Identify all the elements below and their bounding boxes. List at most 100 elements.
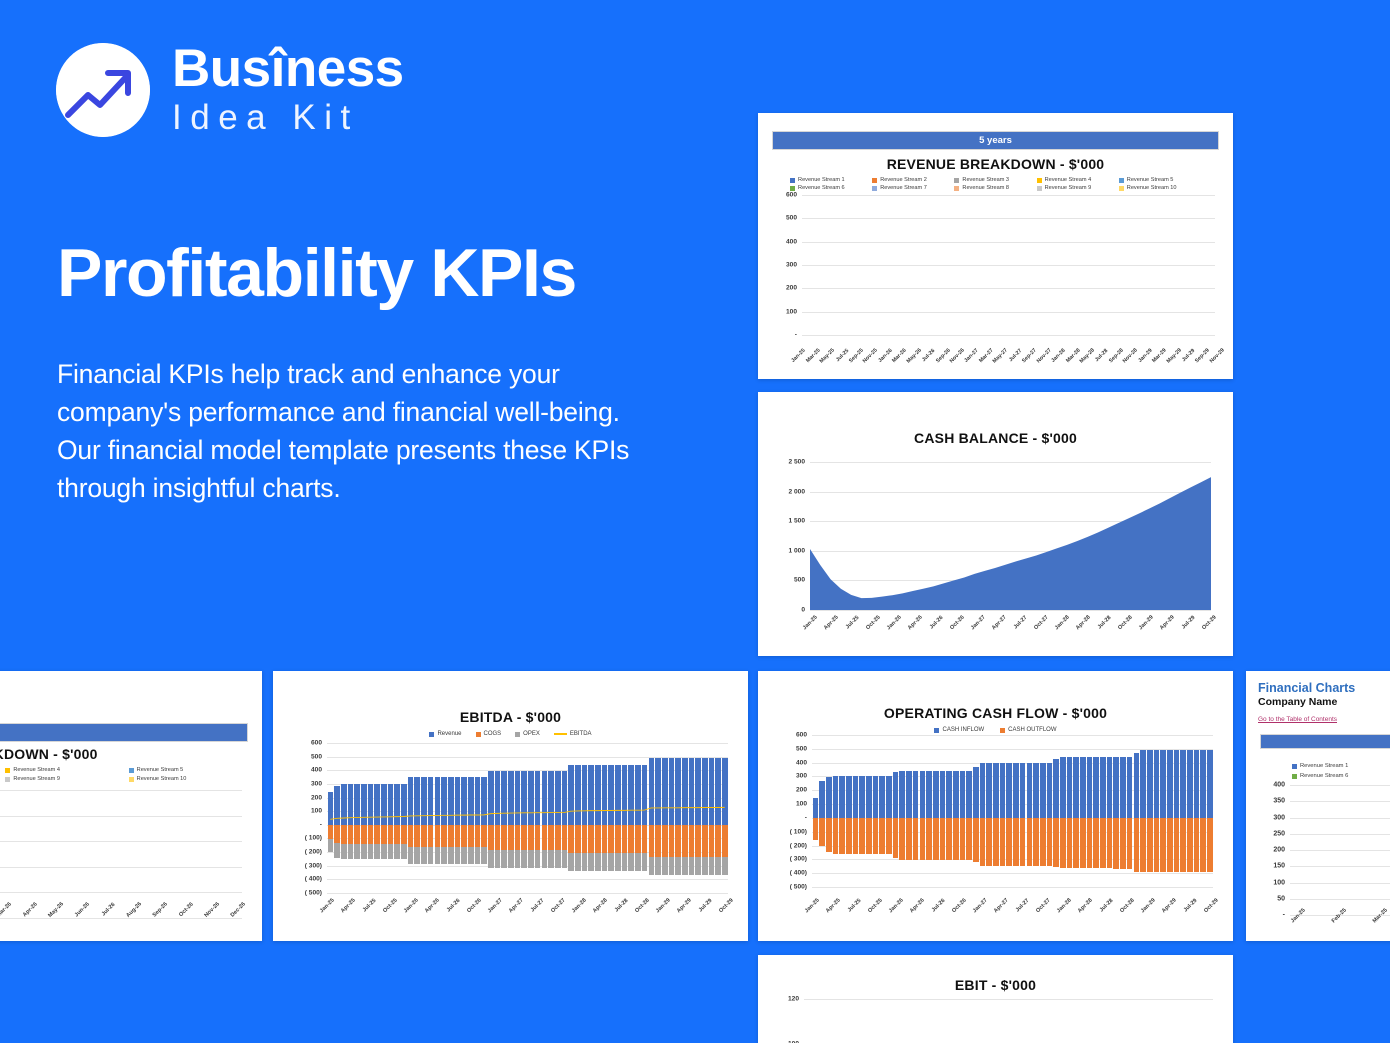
bar-segment	[926, 817, 932, 861]
bar-segment	[1039, 763, 1046, 818]
diverging-bar	[1166, 735, 1173, 887]
bar-segment	[521, 770, 528, 825]
bar-segment	[474, 847, 481, 864]
gridline	[812, 831, 1213, 833]
diverging-bar	[347, 743, 354, 893]
y-axis-label: 150	[1273, 862, 1285, 870]
diverging-bar	[812, 735, 819, 887]
gridline	[810, 491, 1211, 493]
bar-segment	[615, 824, 621, 854]
bar-segment	[561, 770, 568, 825]
bar-segment	[441, 824, 447, 848]
diverging-bar	[1059, 735, 1066, 887]
bar-segment	[615, 853, 621, 872]
bar-segment	[621, 853, 628, 872]
legend-swatch	[429, 731, 435, 737]
gridline	[1290, 882, 1390, 884]
gridline	[1290, 785, 1390, 786]
y-axis-label: -	[804, 814, 807, 822]
gridline	[0, 815, 242, 817]
y-axis-label: 200	[785, 284, 797, 292]
chart-title-revenue-breakdown-24m: REVENUE BREAKDOWN - $'000	[0, 746, 98, 762]
bar-segment	[986, 763, 993, 818]
legend-ebitda: Revenue COGS OPEX EBITDA	[283, 731, 738, 737]
bar-segment	[327, 839, 334, 853]
bar-segment	[521, 824, 528, 851]
bar-segment	[1006, 763, 1013, 818]
y-axis-label: ( 400)	[789, 869, 807, 877]
bar-segment	[832, 776, 839, 818]
bar-segment	[548, 850, 554, 868]
diverging-bar	[1160, 735, 1166, 887]
diverging-bar	[825, 735, 832, 887]
y-axis-label: ( 500)	[789, 883, 807, 891]
gridline	[327, 783, 728, 785]
diverging-bar	[839, 735, 845, 887]
bar-segment	[340, 824, 347, 844]
bar-segment	[635, 853, 641, 872]
bar-segment	[681, 757, 688, 825]
bar-segment	[588, 824, 594, 854]
legend-swatch	[515, 731, 521, 737]
bar-segment	[581, 824, 588, 854]
legend-swatch	[790, 177, 796, 183]
bar-segment	[434, 777, 441, 825]
bar-segment	[1039, 817, 1046, 866]
diverging-bar	[621, 743, 628, 893]
bar-group	[804, 999, 1213, 1043]
bar-group	[1290, 785, 1390, 915]
card-ebit: EBIT - $'000 12010080	[758, 955, 1233, 1043]
bar-segment	[1187, 749, 1193, 818]
bar-segment	[601, 764, 608, 825]
bar-segment	[919, 770, 926, 818]
diverging-bar	[481, 743, 487, 893]
gridline	[812, 887, 1213, 888]
diverging-bar	[1146, 735, 1153, 887]
bar-segment	[574, 853, 581, 872]
diverging-bar	[1120, 735, 1126, 887]
y-axis-label: 350	[1273, 797, 1285, 805]
diverging-bar	[1033, 735, 1039, 887]
diverging-bar	[1046, 735, 1053, 887]
plot-revenue-breakdown-24m	[0, 790, 242, 919]
y-axis-label: 1 500	[788, 517, 805, 525]
legend-swatch	[1036, 177, 1042, 183]
legend-label: Revenue Stream 6	[798, 185, 845, 191]
bar-segment	[568, 824, 574, 854]
diverging-bar	[521, 743, 528, 893]
diverging-bar	[979, 735, 986, 887]
bar-segment	[461, 777, 467, 825]
bar-segment	[615, 764, 621, 825]
bar-segment	[946, 770, 952, 818]
diverging-bar	[708, 743, 715, 893]
bar-segment	[879, 776, 886, 818]
gridline	[327, 811, 728, 813]
bar-segment	[407, 847, 414, 864]
card-revenue-breakdown-5y: 5 years REVENUE BREAKDOWN - $'000 Revenu…	[758, 113, 1233, 379]
bar-segment	[959, 817, 966, 861]
chart-title-operating-cash-flow: OPERATING CASH FLOW - $'000	[883, 705, 1108, 721]
bar-segment	[581, 764, 588, 825]
bar-segment	[568, 853, 574, 872]
diverging-bar	[845, 735, 852, 887]
bar-segment	[1033, 817, 1039, 866]
bar-segment	[588, 764, 594, 825]
y-axis-label: ( 100)	[304, 834, 322, 842]
table-of-contents-link[interactable]: Go to the Table of Contents	[1258, 716, 1338, 723]
legend-item: Revenue Stream 1	[790, 177, 872, 183]
bar-segment	[514, 770, 521, 825]
diverging-bar	[641, 743, 648, 893]
bar-group	[812, 735, 1213, 887]
bar-group	[802, 195, 1215, 335]
bar-segment	[354, 844, 360, 860]
diverging-bar	[1053, 735, 1059, 887]
diverging-bar	[561, 743, 568, 893]
bar-segment	[1093, 817, 1100, 869]
bar-segment	[812, 817, 819, 841]
bar-segment	[641, 853, 648, 872]
diverging-bar	[832, 735, 839, 887]
bar-segment	[434, 824, 441, 848]
bar-segment	[668, 856, 675, 875]
bar-segment	[1059, 817, 1066, 868]
diverging-bar	[879, 735, 886, 887]
